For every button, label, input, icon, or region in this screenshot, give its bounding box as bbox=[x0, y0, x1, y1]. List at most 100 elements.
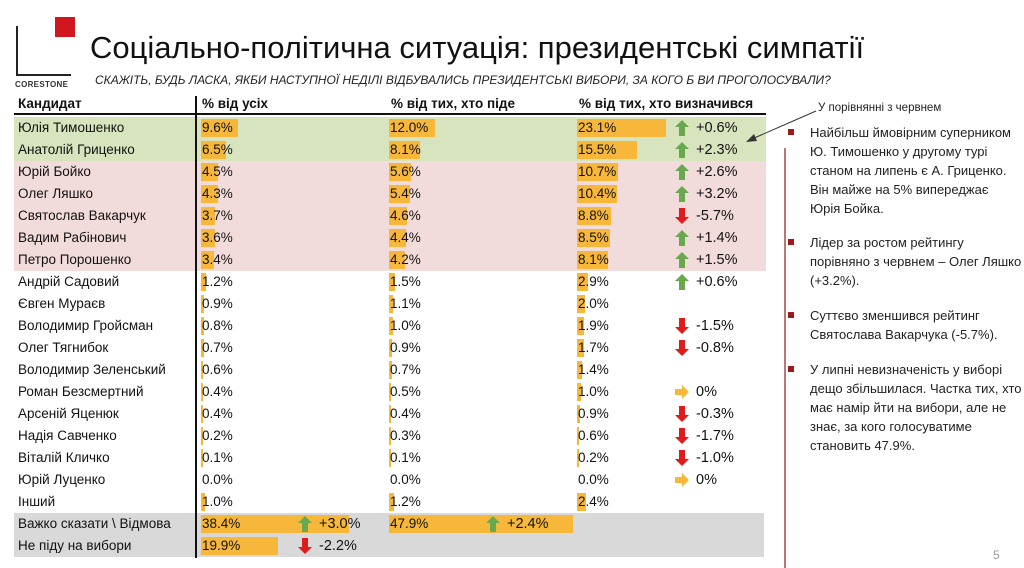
value-all: 0.4% bbox=[202, 384, 233, 399]
value-go: 0.0% bbox=[390, 472, 421, 487]
value-bar-go bbox=[389, 339, 393, 357]
value-bar-all bbox=[201, 141, 227, 159]
value-decided: 8.1% bbox=[578, 252, 609, 267]
arrow-down-icon bbox=[675, 208, 689, 225]
value-go: 0.4% bbox=[390, 406, 421, 421]
candidate-name: Надія Савченко bbox=[18, 428, 117, 443]
value-bar-all bbox=[201, 317, 205, 335]
value-bar-go bbox=[389, 185, 410, 203]
header-going: % від тих, хто піде bbox=[391, 96, 515, 111]
value-go: 0.1% bbox=[390, 450, 421, 465]
value-bar-all bbox=[201, 295, 205, 313]
value-decided: 0.2% bbox=[578, 450, 609, 465]
change-value: -5.7% bbox=[696, 208, 734, 224]
value-bar-decided bbox=[577, 361, 583, 379]
value-decided: 1.4% bbox=[578, 362, 609, 377]
value-go: 1.0% bbox=[390, 318, 421, 333]
value-bar-go bbox=[389, 449, 391, 467]
value-all: 0.8% bbox=[202, 318, 233, 333]
value-bar-all bbox=[201, 449, 203, 467]
note-2: Лідер за ростом рейтингу порівняно з чер… bbox=[810, 235, 1022, 288]
bullet-marker bbox=[788, 312, 794, 318]
change-value: -1.0% bbox=[696, 450, 734, 466]
value-decided: 10.7% bbox=[578, 164, 617, 179]
arrow-down-icon bbox=[675, 318, 689, 335]
comparison-note: У порівнянні з червнем bbox=[818, 102, 942, 114]
arrow-down-icon bbox=[675, 450, 689, 467]
value-bar-all bbox=[201, 163, 219, 181]
value-bar-all bbox=[201, 207, 216, 225]
header-all: % від усіх bbox=[202, 96, 269, 111]
value-bar-decided bbox=[577, 119, 666, 137]
value-go: 1.5% bbox=[390, 274, 421, 289]
value-all: 0.4% bbox=[202, 406, 233, 421]
value-bar-all bbox=[201, 339, 204, 357]
change-value: +3.2% bbox=[696, 186, 738, 202]
change-value: +1.5% bbox=[696, 252, 738, 268]
arrow-up-icon bbox=[675, 230, 689, 247]
candidate-name: Важко сказати \ Відмова bbox=[18, 516, 171, 531]
candidate-name: Андрій Садовий bbox=[18, 274, 120, 289]
value-bar-go bbox=[389, 229, 406, 247]
value-all: 38.4% bbox=[202, 516, 241, 531]
arrow-up-icon bbox=[675, 120, 689, 137]
candidate-name: Володимир Гройсман bbox=[18, 318, 154, 333]
candidate-name: Володимир Зеленський bbox=[18, 362, 166, 377]
bullet-marker bbox=[788, 129, 794, 135]
change-vs-june: -5.7% bbox=[675, 205, 734, 227]
value-decided: 2.9% bbox=[578, 274, 609, 289]
value-go: 8.1% bbox=[390, 142, 421, 157]
candidate-name: Юрій Луценко bbox=[18, 472, 106, 487]
value-bar-all bbox=[201, 251, 215, 269]
value-bar-decided bbox=[577, 163, 619, 181]
value-bar-decided bbox=[577, 251, 609, 269]
change-vs-june: -0.3% bbox=[675, 403, 734, 425]
change-vs-june: +0.6% bbox=[675, 271, 738, 293]
value-all: 3.6% bbox=[202, 230, 233, 245]
candidate-name: Юлія Тимошенко bbox=[18, 120, 125, 135]
bullet-marker bbox=[788, 366, 794, 372]
change-vs-june: 0% bbox=[675, 469, 717, 491]
arrow-up-icon bbox=[675, 186, 689, 203]
value-bar-go bbox=[389, 405, 391, 423]
arrow-up-icon bbox=[675, 164, 689, 181]
value-bar-all bbox=[201, 383, 203, 401]
value-all: 19.9% bbox=[202, 538, 241, 553]
value-bar-all bbox=[201, 273, 206, 291]
change-vs-june: +0.6% bbox=[675, 117, 738, 139]
value-all: 3.4% bbox=[202, 252, 233, 267]
value-decided: 2.0% bbox=[578, 296, 609, 311]
value-all: 0.6% bbox=[202, 362, 233, 377]
change-vs-june: 0% bbox=[675, 381, 717, 403]
candidate-name: Вадим Рабінович bbox=[18, 230, 127, 245]
value-decided: 0.0% bbox=[578, 472, 609, 487]
change-go: +2.4% bbox=[486, 513, 549, 535]
logo-text: CORESTONE bbox=[15, 80, 69, 89]
value-go: 1.2% bbox=[390, 494, 421, 509]
value-decided: 8.5% bbox=[578, 230, 609, 245]
question-subtitle: СКАЖІТЬ, БУДЬ ЛАСКА, ЯКБИ НАСТУПНОЇ НЕДІ… bbox=[95, 73, 831, 87]
value-all: 3.7% bbox=[202, 208, 233, 223]
change-value: +2.4% bbox=[507, 516, 549, 532]
arrow-flat-icon bbox=[675, 385, 689, 400]
change-value: +0.6% bbox=[696, 120, 738, 136]
value-all: 0.2% bbox=[202, 428, 233, 443]
value-bar-decided bbox=[577, 493, 587, 511]
candidate-name: Віталій Кличко bbox=[18, 450, 110, 465]
value-bar-decided bbox=[577, 273, 589, 291]
value-go: 0.3% bbox=[390, 428, 421, 443]
arrow-flat-icon bbox=[675, 473, 689, 488]
header-candidate: Кандидат bbox=[18, 96, 82, 111]
value-bar-go bbox=[389, 317, 393, 335]
value-decided: 1.9% bbox=[578, 318, 609, 333]
value-go: 4.2% bbox=[390, 252, 421, 267]
change-vs-june: -1.5% bbox=[675, 315, 734, 337]
value-go: 0.9% bbox=[390, 340, 421, 355]
value-bar-go bbox=[389, 251, 406, 269]
value-bar-all bbox=[201, 427, 203, 445]
value-bar-go bbox=[389, 427, 391, 445]
change-value: -1.7% bbox=[696, 428, 734, 444]
arrow-up-icon bbox=[486, 516, 500, 533]
value-bar-go bbox=[389, 207, 407, 225]
value-bar-go bbox=[389, 295, 394, 313]
